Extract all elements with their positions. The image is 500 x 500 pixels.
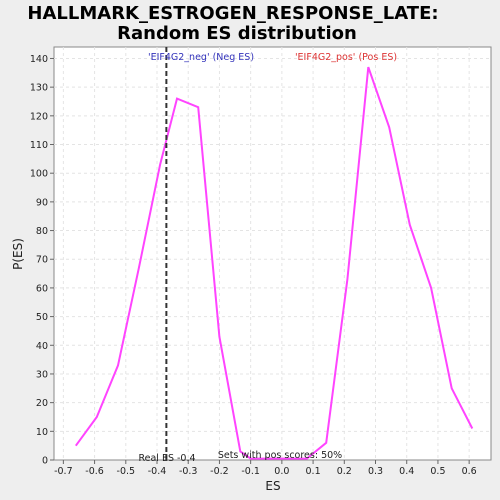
- pos-es-label: 'EIF4G2_pos' (Pos ES): [295, 52, 397, 63]
- y-tick-label: 90: [36, 197, 48, 208]
- neg-es-label: 'EIF4G2_neg' (Neg ES): [148, 52, 254, 63]
- chart-title-line1: HALLMARK_ESTROGEN_RESPONSE_LATE:: [27, 3, 438, 24]
- x-tick-label: -0.7: [54, 466, 73, 477]
- x-tick-label: -0.4: [148, 466, 167, 477]
- es-distribution-line: [74, 66, 474, 460]
- x-axis-label: ES: [265, 479, 280, 493]
- y-tick-label: 30: [36, 369, 48, 380]
- y-tick-label: 0: [42, 456, 48, 467]
- y-tick-label: 140: [30, 54, 48, 65]
- y-tick-label: 70: [36, 255, 48, 266]
- y-tick-label: 20: [36, 398, 48, 409]
- plot-area: [53, 46, 492, 461]
- y-axis-label: P(ES): [11, 238, 25, 270]
- y-tick-label: 40: [36, 341, 48, 352]
- real-es-label: Real ES -0.4: [138, 453, 195, 464]
- x-tick-label: -0.3: [179, 466, 198, 477]
- x-tick-label: -0.2: [210, 466, 229, 477]
- x-tick-label: 0.0: [274, 466, 289, 477]
- chart-title-line2: Random ES distribution: [117, 23, 357, 44]
- y-tick-label: 130: [30, 83, 48, 94]
- y-tick-label: 60: [36, 283, 48, 294]
- x-tick-label: 0.2: [337, 466, 352, 477]
- series-layer: [74, 66, 474, 460]
- x-tick-label: 0.5: [430, 466, 445, 477]
- y-tick-label: 100: [30, 169, 48, 180]
- y-tick-label: 120: [30, 111, 48, 122]
- axes: 0 10 20 30 40 50 60 70 80 90 100 110 120 130 140 -0.7 -0…: [30, 54, 477, 477]
- x-tick-label: -0.6: [85, 466, 104, 477]
- y-tick-label: 50: [36, 312, 48, 323]
- y-tick-label: 10: [36, 427, 48, 438]
- grid: [54, 47, 491, 460]
- x-tick-label: -0.5: [117, 466, 136, 477]
- x-tick-label: 0.4: [399, 466, 414, 477]
- x-tick-label: 0.6: [462, 466, 477, 477]
- sets-pos-note: Sets with pos scores: 50%: [218, 450, 342, 461]
- x-tick-label: 0.3: [368, 466, 383, 477]
- x-tick-label: -0.1: [241, 466, 260, 477]
- x-tick-label: 0.1: [306, 466, 321, 477]
- y-tick-label: 110: [30, 140, 48, 151]
- y-tick-label: 80: [36, 226, 48, 237]
